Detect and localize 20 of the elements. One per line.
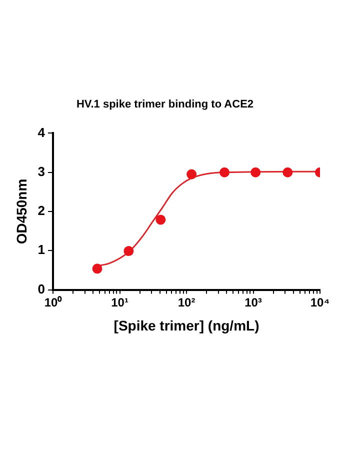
point [220, 167, 230, 178]
x-axis-title: [Spike trimer] (ng/mL) [114, 317, 260, 334]
y-tick-label: 1 [38, 242, 46, 258]
point [186, 169, 197, 180]
point [124, 246, 134, 256]
point [250, 167, 261, 178]
x-tick-label: 10² [178, 295, 196, 310]
y-tick-label: 3 [38, 164, 46, 179]
y-tick-label: 4 [38, 124, 46, 140]
point [156, 214, 166, 225]
point [282, 167, 293, 178]
y-tick-label: 0 [38, 281, 46, 296]
x-tick-label: 10¹ [111, 295, 128, 310]
chart-title: HV.1 spike trimer binding to ACE2 [76, 98, 254, 111]
x-tick-label: 10³ [244, 295, 262, 310]
point [92, 264, 102, 274]
x-tick-label: 10⁴ [310, 295, 330, 310]
x-tick-label: 10⁰ [44, 295, 63, 310]
y-tick-label: 2 [38, 203, 46, 218]
y-axis-title: OD450nm [13, 178, 30, 244]
